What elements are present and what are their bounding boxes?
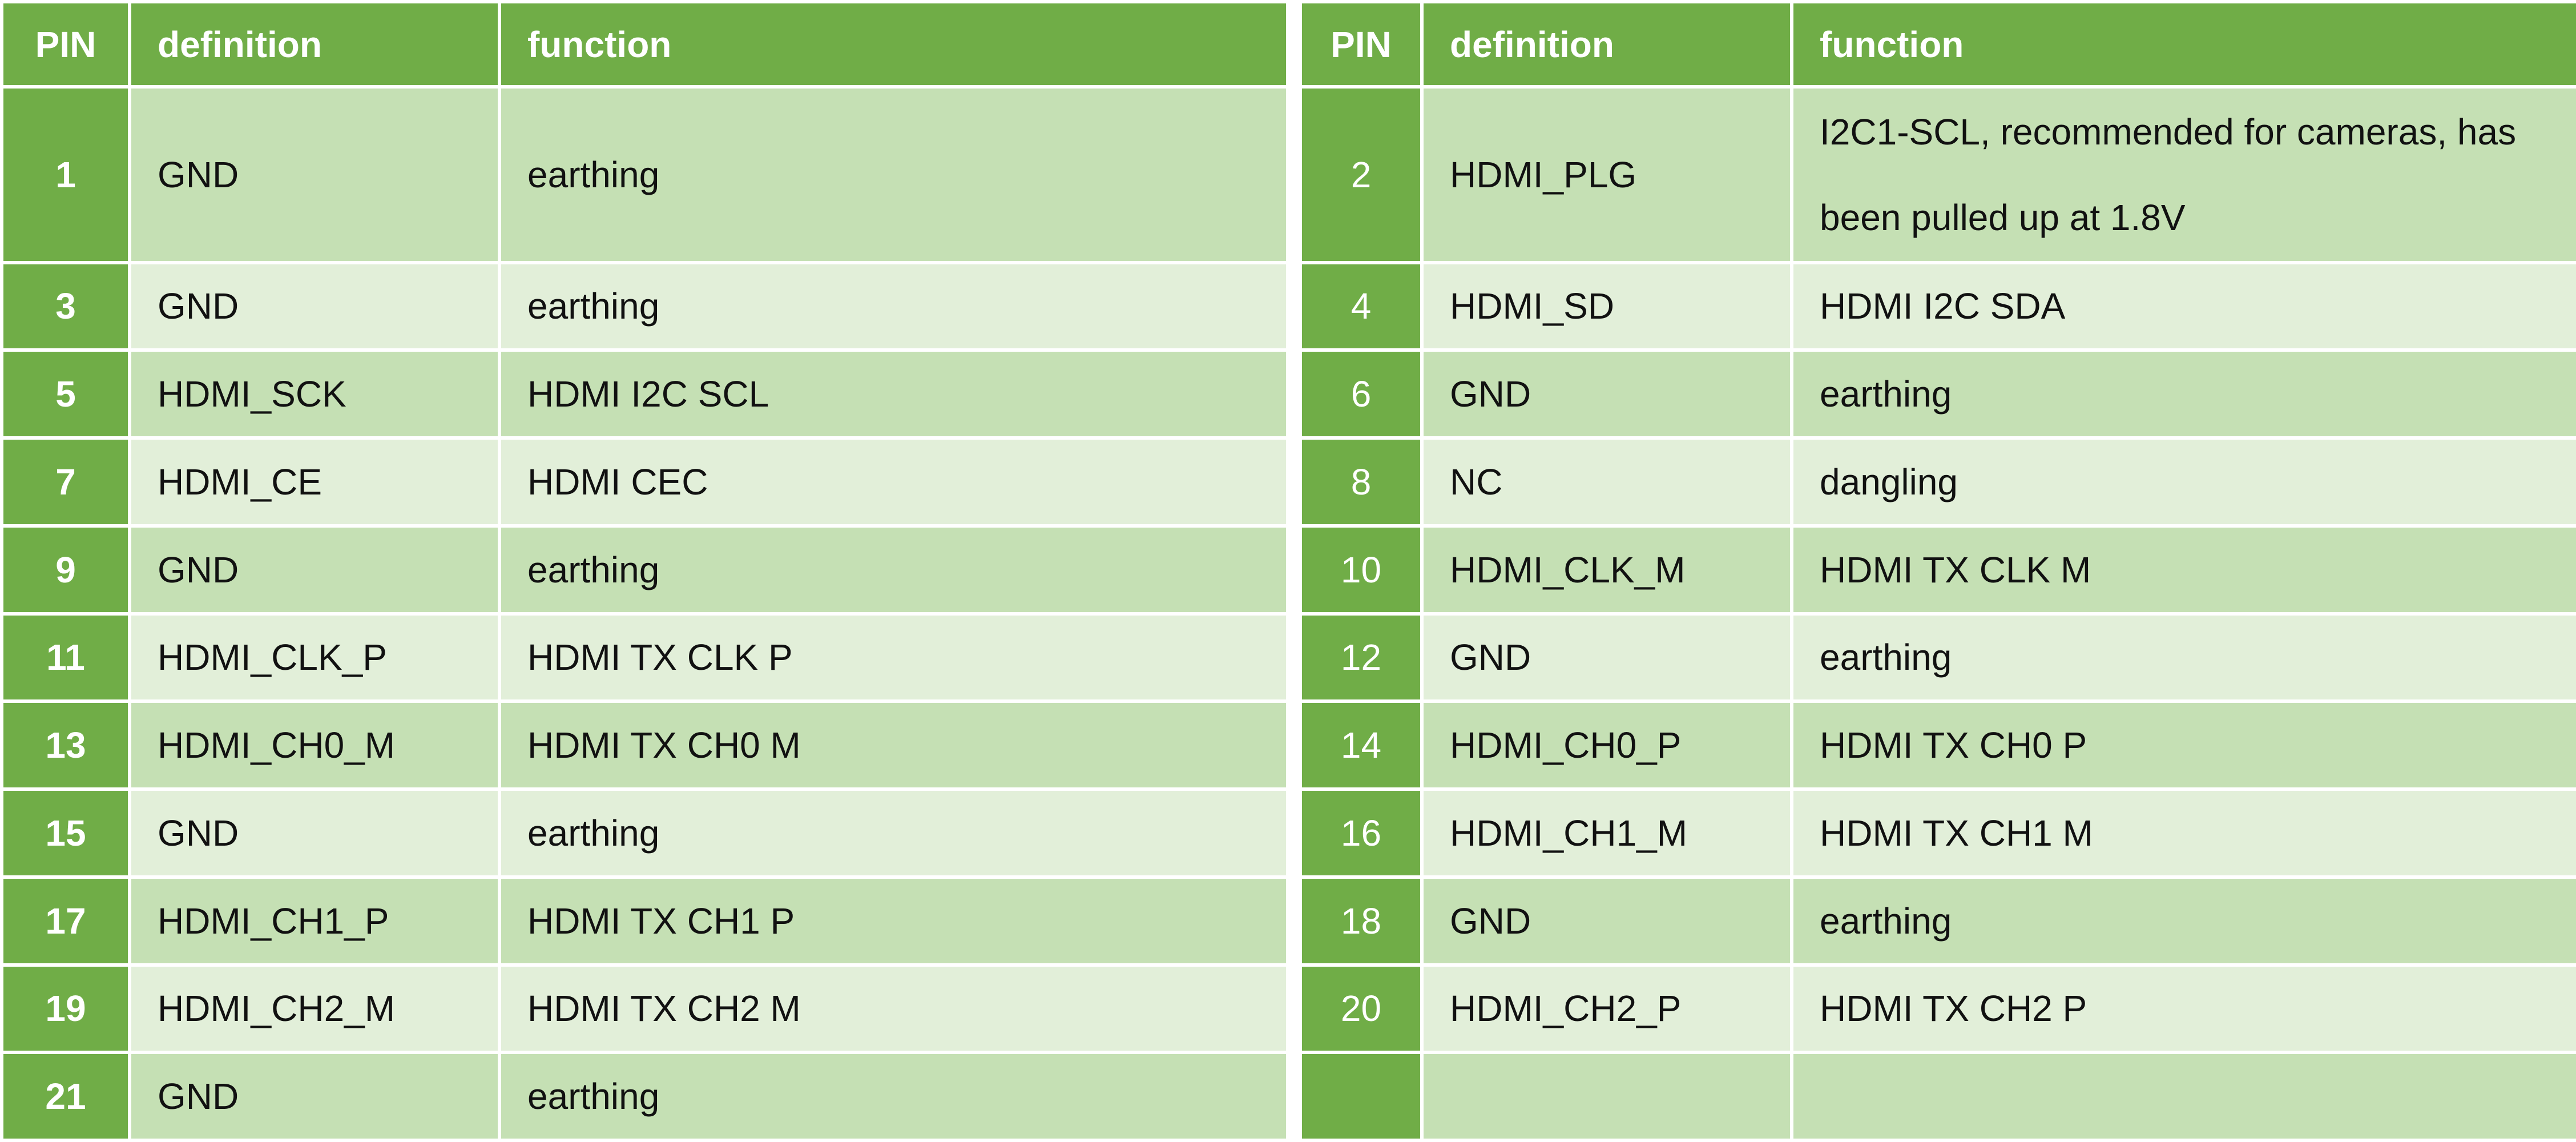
table-header-row: PIN definition function PIN definition f… — [0, 0, 2576, 89]
pin-number-left: 15 — [0, 787, 131, 879]
definition-cell-left: HDMI_CH0_M — [128, 699, 501, 791]
pin-number-right: 18 — [1286, 875, 1424, 967]
function-cell-right — [1790, 1051, 2576, 1142]
pin-number-right: 2 — [1286, 85, 1424, 264]
pin-number-right: 12 — [1286, 612, 1424, 703]
table-row: 9 GND earthing 10 HDMI_CLK_M HDMI TX CLK M — [0, 524, 2576, 616]
table-row: 11 HDMI_CLK_P HDMI TX CLK P 12 GND earthing — [0, 612, 2576, 703]
definition-cell-right: HDMI_PLG — [1420, 85, 1793, 264]
table-row: 15 GND earthing 16 HDMI_CH1_M HDMI TX CH1 M — [0, 787, 2576, 879]
function-cell-right: earthing — [1790, 348, 2576, 440]
table-row: 1 GND earthing 2 HDMI_PLG I2C1-SCL, recommend… — [0, 85, 2576, 264]
definition-cell-left: HDMI_CH1_P — [128, 875, 501, 967]
function-cell-left: earthing — [498, 787, 1296, 879]
pin-number-left: 21 — [0, 1051, 131, 1142]
definition-cell-left: HDMI_CLK_P — [128, 612, 501, 703]
pin-number-right: 20 — [1286, 963, 1424, 1055]
definition-cell-right: GND — [1420, 875, 1793, 967]
function-cell-right: HDMI TX CH0 P — [1790, 699, 2576, 791]
function-cell-left: HDMI TX CH0 M — [498, 699, 1296, 791]
definition-cell-left: GND — [128, 260, 501, 352]
header-function-right: function — [1790, 0, 2576, 89]
function-cell-right: earthing — [1790, 612, 2576, 703]
pin-number-left: 19 — [0, 963, 131, 1055]
pin-number-left: 13 — [0, 699, 131, 791]
pin-number-left: 1 — [0, 85, 131, 264]
function-cell-right: earthing — [1790, 875, 2576, 967]
table-row: 5 HDMI_SCK HDMI I2C SCL 6 GND earthing — [0, 348, 2576, 440]
function-cell-left: HDMI I2C SCL — [498, 348, 1296, 440]
definition-cell-right: HDMI_CH2_P — [1420, 963, 1793, 1055]
function-cell-right: HDMI TX CH1 M — [1790, 787, 2576, 879]
table-row: 7 HDMI_CE HDMI CEC 8 NC dangling — [0, 436, 2576, 528]
pin-number-right: 6 — [1286, 348, 1424, 440]
definition-cell-left: HDMI_CE — [128, 436, 501, 528]
pin-number-left: 9 — [0, 524, 131, 616]
pin-number-right: 14 — [1286, 699, 1424, 791]
definition-cell-left: GND — [128, 524, 501, 616]
function-cell-right: dangling — [1790, 436, 2576, 528]
function-cell-left: earthing — [498, 260, 1296, 352]
definition-cell-right: GND — [1420, 612, 1793, 703]
function-cell-left: earthing — [498, 85, 1296, 264]
function-cell-left: earthing — [498, 1051, 1296, 1142]
definition-cell-right: HDMI_CLK_M — [1420, 524, 1793, 616]
pin-number-right: 16 — [1286, 787, 1424, 879]
pin-number-right: 8 — [1286, 436, 1424, 528]
definition-cell-right — [1420, 1051, 1793, 1142]
function-cell-left: HDMI TX CH1 P — [498, 875, 1296, 967]
definition-cell-left: HDMI_SCK — [128, 348, 501, 440]
definition-cell-right: HDMI_CH1_M — [1420, 787, 1793, 879]
definition-cell-left: GND — [128, 1051, 501, 1142]
definition-cell-left: GND — [128, 85, 501, 264]
table-row: 17 HDMI_CH1_P HDMI TX CH1 P 18 GND earthing — [0, 875, 2576, 967]
header-definition-right: definition — [1420, 0, 1793, 89]
function-cell-left: HDMI TX CLK P — [498, 612, 1296, 703]
definition-cell-left: GND — [128, 787, 501, 879]
function-cell-left: earthing — [498, 524, 1296, 616]
pin-number-left: 5 — [0, 348, 131, 440]
pin-number-right: 4 — [1286, 260, 1424, 352]
pin-number-left: 17 — [0, 875, 131, 967]
pin-number-left: 7 — [0, 436, 131, 528]
table-row: 19 HDMI_CH2_M HDMI TX CH2 M 20 HDMI_CH2_P HDM… — [0, 963, 2576, 1055]
pin-number-right — [1286, 1051, 1424, 1142]
pin-number-right: 10 — [1286, 524, 1424, 616]
definition-cell-right: GND — [1420, 348, 1793, 440]
header-function-left: function — [498, 0, 1296, 89]
function-cell-left: HDMI CEC — [498, 436, 1296, 528]
function-cell-right: HDMI TX CLK M — [1790, 524, 2576, 616]
definition-cell-left: HDMI_CH2_M — [128, 963, 501, 1055]
definition-cell-right: HDMI_SD — [1420, 260, 1793, 352]
function-cell-right: HDMI TX CH2 P — [1790, 963, 2576, 1055]
table-body: 1 GND earthing 2 HDMI_PLG I2C1-SCL, recommend… — [0, 85, 2576, 1142]
header-pin-right: PIN — [1286, 0, 1424, 89]
table-row: 3 GND earthing 4 HDMI_SD HDMI I2C SDA — [0, 260, 2576, 352]
definition-cell-right: HDMI_CH0_P — [1420, 699, 1793, 791]
pin-number-left: 3 — [0, 260, 131, 352]
function-cell-left: HDMI TX CH2 M — [498, 963, 1296, 1055]
header-definition-left: definition — [128, 0, 501, 89]
definition-cell-right: NC — [1420, 436, 1793, 528]
pin-number-left: 11 — [0, 612, 131, 703]
function-cell-right: I2C1-SCL, recommended for cameras, has b… — [1790, 85, 2576, 264]
function-cell-right: HDMI I2C SDA — [1790, 260, 2576, 352]
header-pin-left: PIN — [0, 0, 131, 89]
table-row: 13 HDMI_CH0_M HDMI TX CH0 M 14 HDMI_CH0_P HDM… — [0, 699, 2576, 791]
table-row: 21 GND earthing — [0, 1051, 2576, 1142]
